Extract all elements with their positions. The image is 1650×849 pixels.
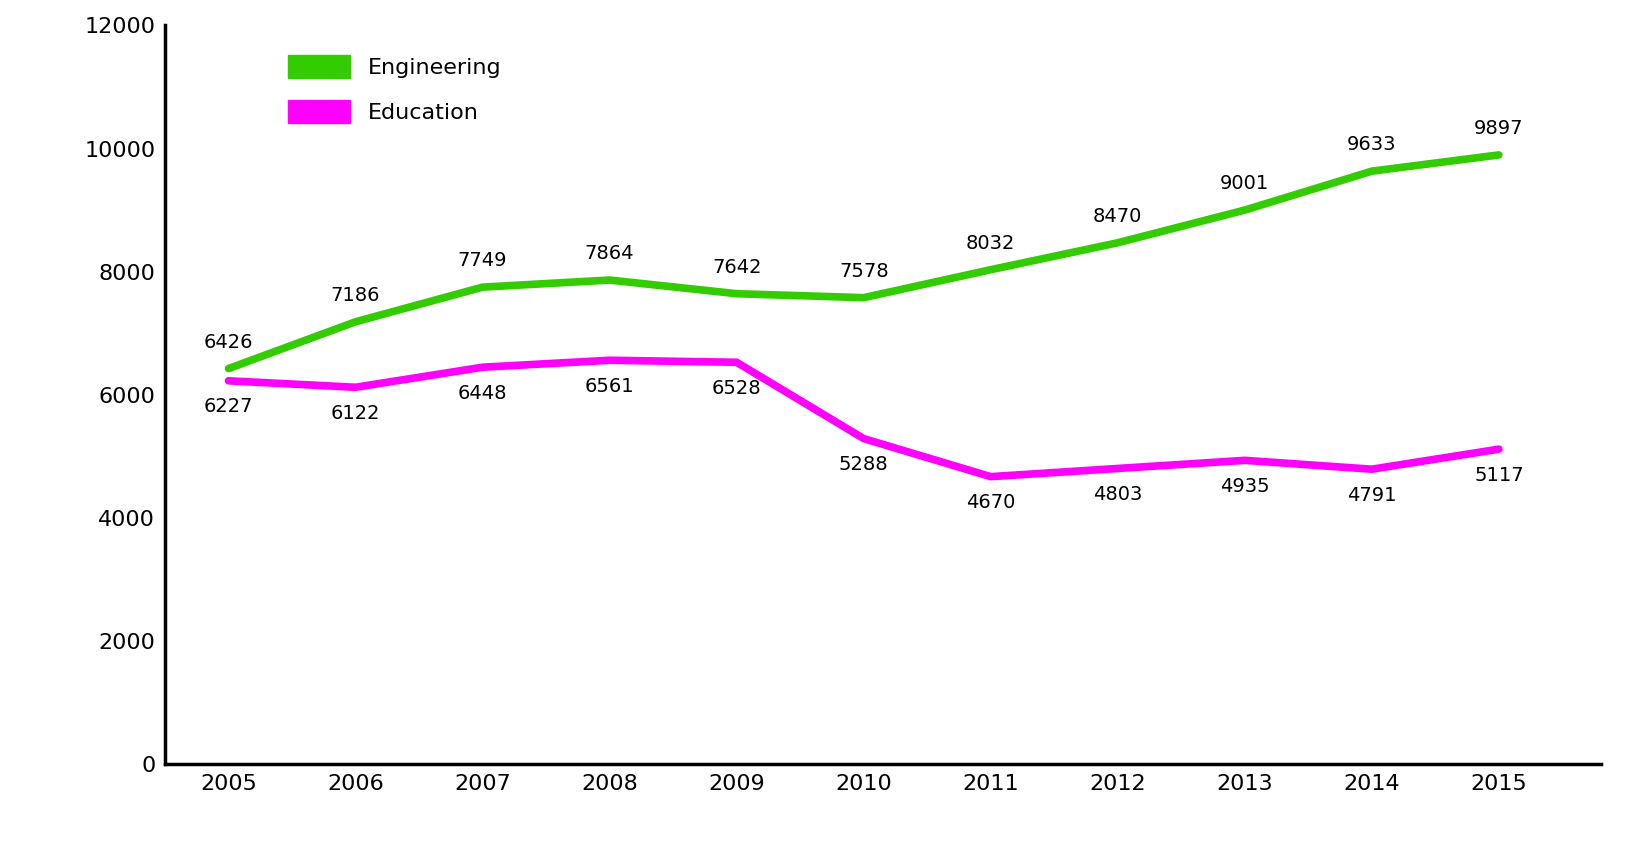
Text: 6122: 6122 xyxy=(330,404,380,423)
Text: 9001: 9001 xyxy=(1221,174,1269,194)
Text: 4803: 4803 xyxy=(1092,485,1142,504)
Text: 6426: 6426 xyxy=(203,333,252,351)
Text: 6448: 6448 xyxy=(457,384,507,403)
Text: 6528: 6528 xyxy=(711,379,761,398)
Text: 7578: 7578 xyxy=(838,262,888,281)
Text: 9633: 9633 xyxy=(1346,136,1396,155)
Text: 5117: 5117 xyxy=(1473,466,1523,485)
Text: 4935: 4935 xyxy=(1219,477,1269,496)
Text: 9897: 9897 xyxy=(1473,119,1523,138)
Text: 7864: 7864 xyxy=(584,245,634,263)
Text: 4791: 4791 xyxy=(1346,486,1396,505)
Text: 8032: 8032 xyxy=(965,234,1015,253)
Text: 7642: 7642 xyxy=(711,258,761,277)
Text: 7186: 7186 xyxy=(330,286,380,305)
Text: 8470: 8470 xyxy=(1092,207,1142,226)
Text: 7749: 7749 xyxy=(457,251,507,271)
Legend: Engineering, Education: Engineering, Education xyxy=(277,44,513,134)
Text: 6561: 6561 xyxy=(584,377,635,396)
Text: 5288: 5288 xyxy=(838,455,888,475)
Text: 4670: 4670 xyxy=(965,493,1015,512)
Text: 6227: 6227 xyxy=(203,397,252,417)
